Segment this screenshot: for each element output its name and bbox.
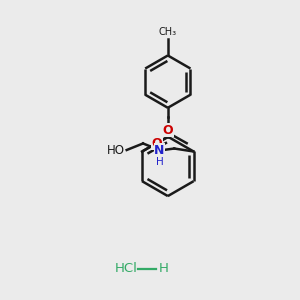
Text: O: O [163, 124, 173, 136]
Text: N: N [154, 143, 165, 157]
Text: HO: HO [107, 143, 125, 157]
Text: O: O [152, 137, 162, 150]
Text: H: H [156, 157, 164, 166]
Text: CH₃: CH₃ [159, 27, 177, 37]
Text: H: H [159, 262, 169, 275]
Text: HCl: HCl [114, 262, 137, 275]
